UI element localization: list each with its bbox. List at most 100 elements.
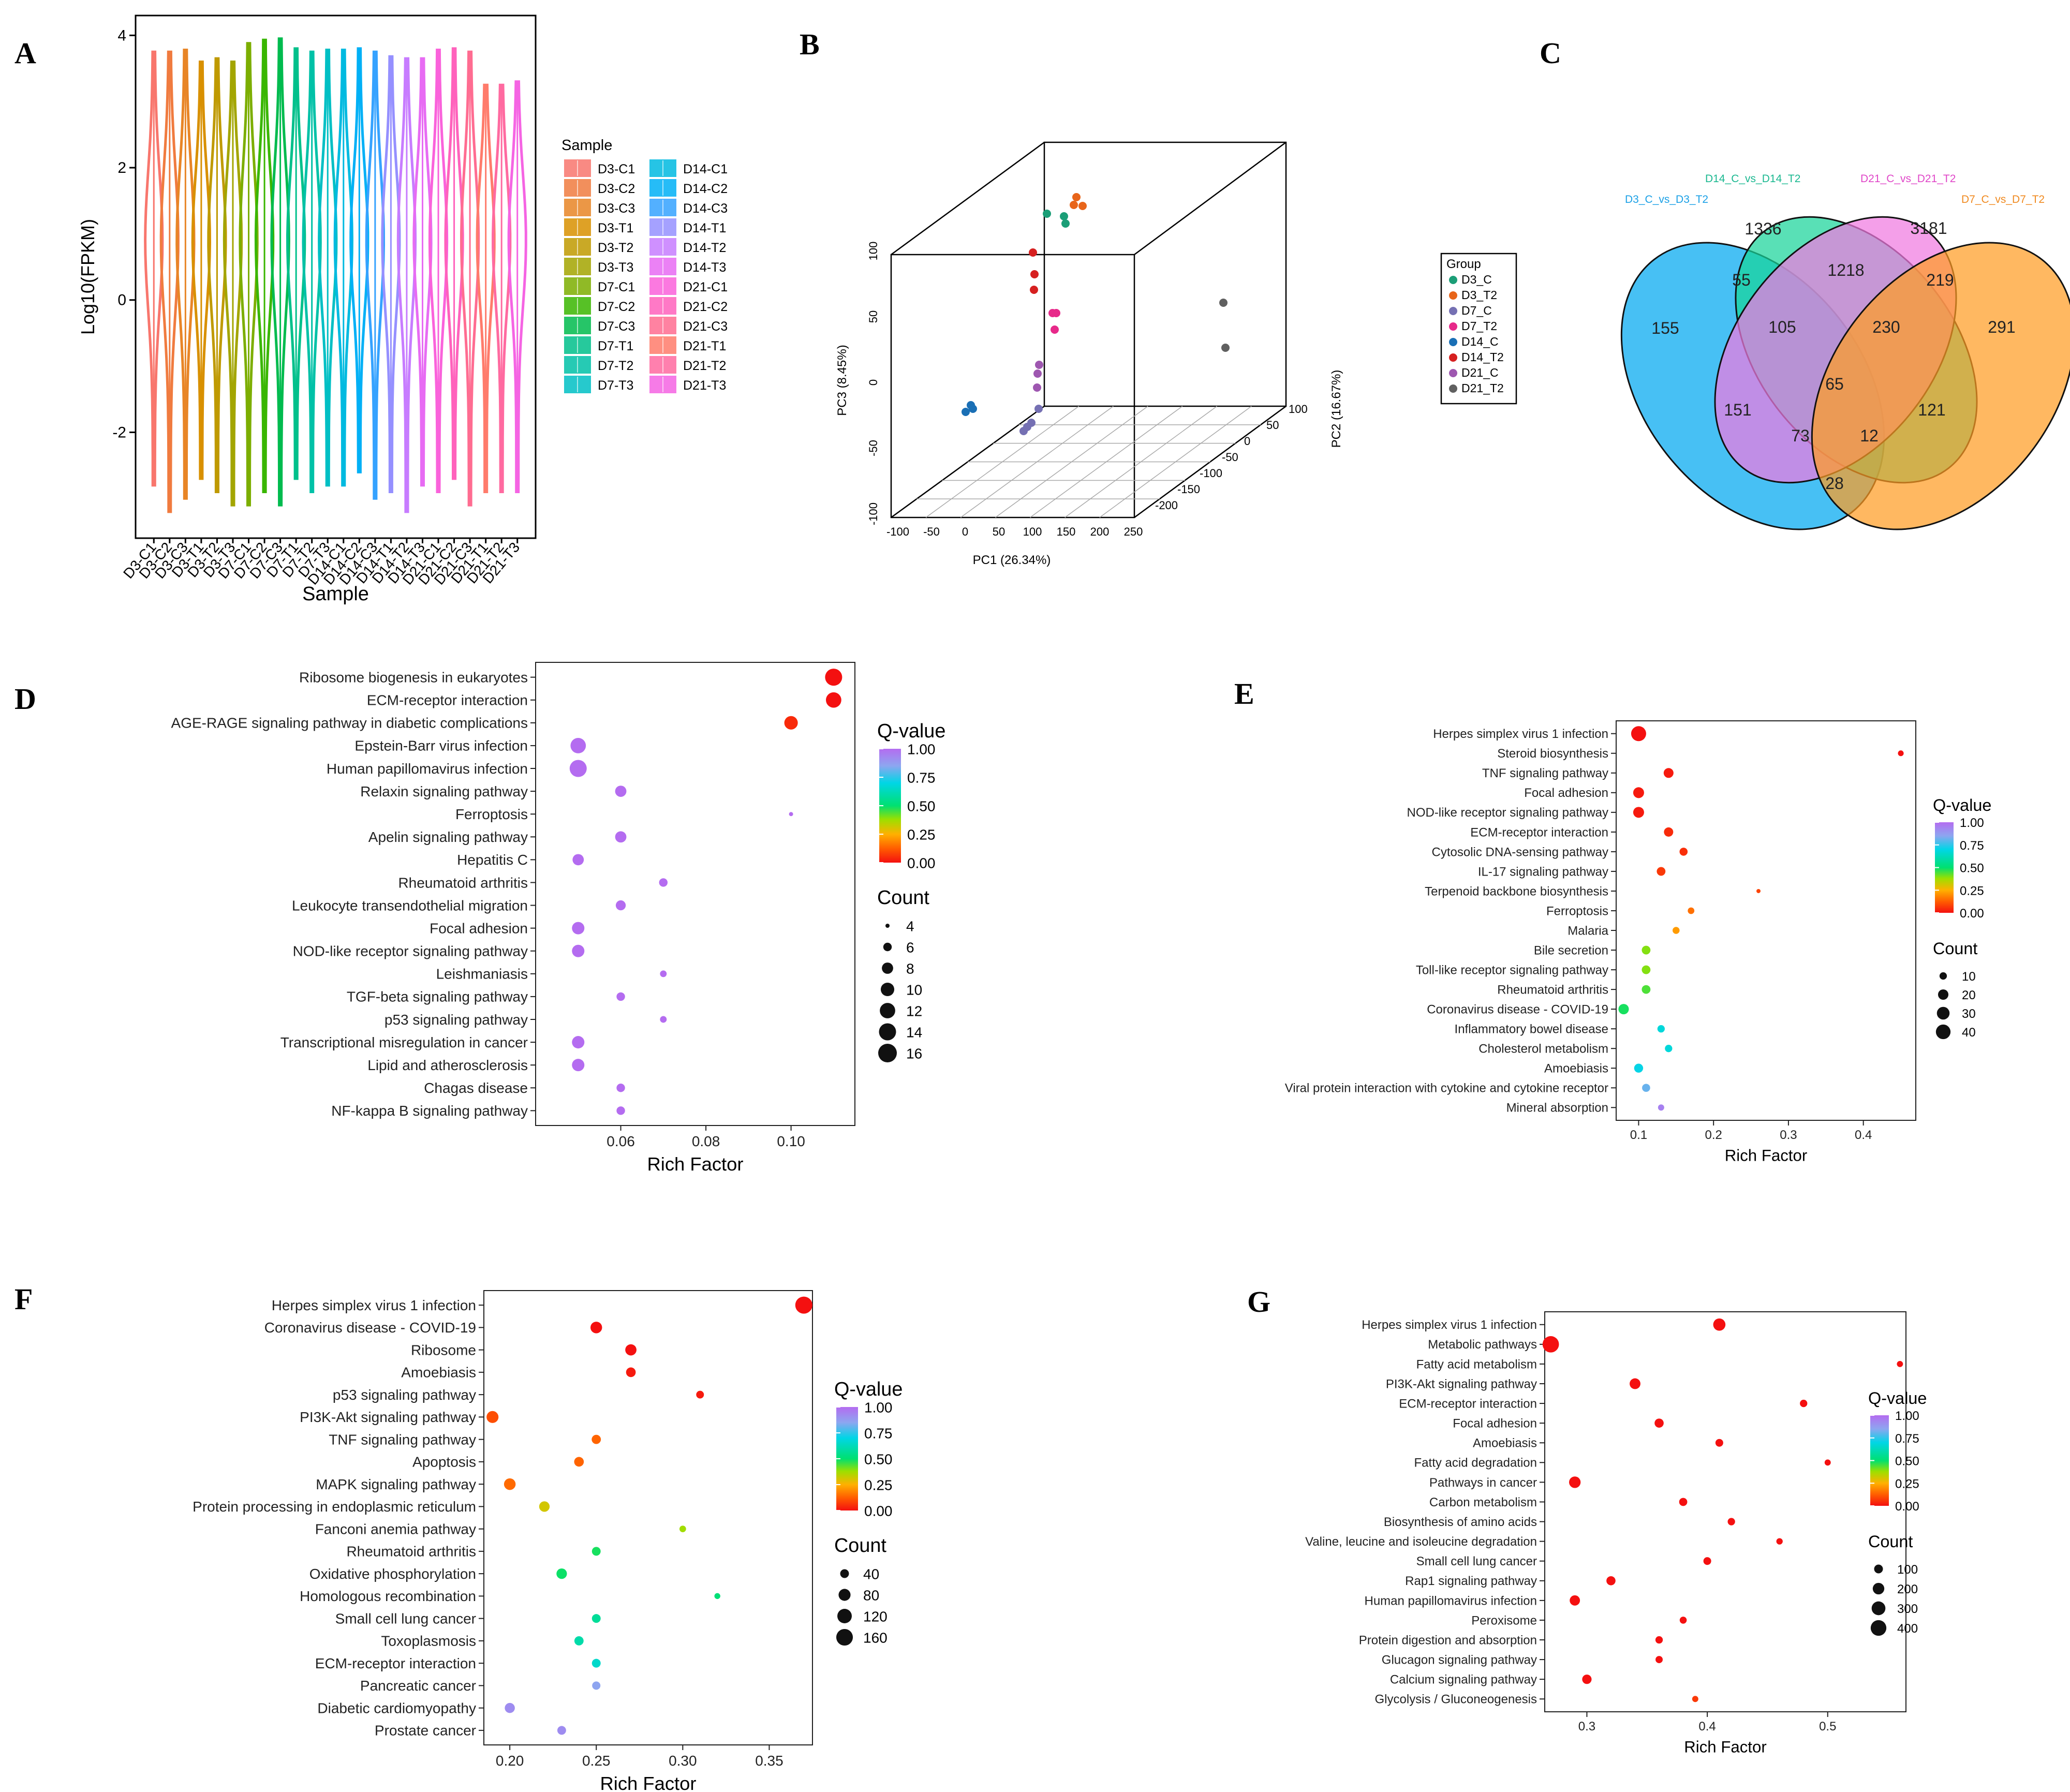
panel-e-colorbar-label: 0.25 [1960,884,1984,898]
panel-d-bubble [569,760,587,777]
panel-b-legend-label: D7_C [1461,304,1492,317]
panel-a-legend-label: D14-T3 [683,260,726,275]
panel-g-bubble [1679,1617,1687,1624]
panel-f-category-label: TNF signaling pathway [329,1431,476,1447]
panel-d-legend-count-dot [879,1023,896,1041]
panel-a-legend-label: D21-C2 [683,300,728,314]
panel-c-venn-count: 219 [1926,271,1954,289]
panel-d-colorbar-label: 0.00 [907,855,936,871]
panel-b-point-d21_t2 [1219,299,1228,307]
panel-b-point-d7_t2 [1051,325,1059,334]
panel-a-legend-label: D21-C3 [683,319,728,334]
panel-d-category-label: Ferroptosis [455,806,528,822]
panel-b-legend-label: D21_T2 [1461,381,1504,395]
panel-b-box-front [890,254,1135,519]
panel-b-ztick-label: 0 [867,379,880,386]
panel-letter-g: G [1247,1285,1270,1319]
panel-d-bubble [572,1059,585,1072]
panel-e-bubble [1898,750,1904,757]
panel-e-legend-count-label: 40 [1962,1026,1976,1040]
panel-g-bubble [1570,1595,1580,1606]
panel-f-category-label: Oxidative phosphorylation [309,1566,476,1582]
panel-f-legend-q-title: Q-value [834,1379,903,1400]
panel-f-legend-count-dot [836,1628,853,1646]
panel-d-bubble [615,900,626,911]
panel-g-category-label: Valine, leucine and isoleucine degradati… [1305,1535,1537,1549]
panel-g-legend-q-title: Q-value [1868,1389,1927,1408]
panel-e-category-label: Coronavirus disease - COVID-19 [1427,1003,1608,1017]
panel-b-legend-dot [1449,291,1457,300]
panel-g-legend-count-label: 300 [1897,1602,1918,1616]
panel-b-ytick-label: 50 [1266,419,1279,432]
panel-g-xtick-label: 0.5 [1819,1720,1836,1734]
panel-f-bubble [696,1390,704,1399]
panel-d-category-label: Relaxin signaling pathway [360,783,528,799]
panel-d-category-label: Hepatitis C [457,852,528,868]
panel-f-legend-count-label: 40 [863,1566,879,1582]
panel-f-legend-count-label: 120 [863,1609,888,1625]
panel-f-category-label: Coronavirus disease - COVID-19 [264,1320,476,1336]
panel-e-category-label: Cholesterol metabolism [1478,1042,1608,1056]
panel-b-box-back [1043,141,1287,407]
panel-b-point-d21_t2 [1221,344,1230,352]
panel-b-xtick-label: 250 [1124,525,1143,538]
panel-a-legend-label: D3-C2 [598,182,635,196]
panel-b-point-d21_c [1035,361,1043,369]
panel-d-bubble [660,970,667,978]
panel-f-bubble [590,1322,602,1334]
panel-d-legend-count-dot [878,1044,897,1062]
panel-d-legend-count-label: 10 [906,982,922,998]
panel-e-bubble [1688,907,1695,914]
panel-g-legend-count-title: Count [1868,1532,1913,1551]
panel-g-legend-count-dot [1874,1564,1883,1574]
panel-f-colorbar-label: 0.00 [864,1503,893,1519]
panel-g-bubble [1655,1656,1663,1664]
panel-d-bubble [572,944,585,957]
panel-letter-c: C [1540,36,1561,70]
panel-g-category-label: Rap1 signaling pathway [1405,1574,1537,1588]
panel-b-legend-dot [1449,384,1457,393]
panel-d-xlabel: Rich Factor [647,1153,743,1175]
panel-e-legend-q-title: Q-value [1933,796,1991,814]
panel-g-bubble-chart: Herpes simplex virus 1 infection Metaboli… [1305,1311,1927,1756]
panel-g-category-label: Carbon metabolism [1429,1495,1537,1509]
panel-c-set-label: D7_C_vs_D7_T2 [1961,194,2045,205]
panel-e-category-label: Ferroptosis [1546,904,1608,918]
panel-e-legend-count-dot [1939,972,1947,980]
panel-f-bubble [795,1296,812,1314]
panel-d-legend-count-label: 12 [906,1003,922,1019]
panel-e-xtick-label: 0.1 [1630,1128,1647,1142]
panel-b-legend-label: D14_T2 [1461,350,1504,364]
panel-a-violin-d21-t3 [507,80,527,493]
panel-e-category-label: ECM-receptor interaction [1470,825,1608,839]
panel-d-bubble [789,812,793,817]
panel-g-bubble [1542,1336,1559,1353]
panel-f-bubble [625,1344,637,1356]
panel-d-bubble [616,1084,625,1092]
panel-a-legend-label: D21-T2 [683,359,726,373]
panel-f-colorbar-label: 0.50 [864,1452,893,1468]
panel-g-colorbar-label: 0.25 [1895,1477,1919,1491]
panel-e-legend-count-dot [1935,1024,1951,1040]
panel-d-legend-count-dot [885,924,890,928]
panel-e-bubble [1756,888,1761,893]
panel-e-legend-count-label: 20 [1962,988,1976,1002]
panel-g-legend-count-label: 100 [1897,1563,1918,1577]
panel-f-category-label: Fanconi anemia pathway [315,1521,476,1537]
panel-a-legend-label: D7-T2 [598,359,633,373]
panel-e-category-label: NOD-like receptor signaling pathway [1407,806,1608,820]
panel-f-xlabel: Rich Factor [600,1773,696,1792]
panel-g-legend-count-dot [1871,1601,1886,1616]
panel-e-bubble [1679,848,1688,856]
panel-g-category-label: ECM-receptor interaction [1399,1397,1537,1411]
panel-e-bubble [1657,867,1666,876]
panel-g-category-label: Protein digestion and absorption [1359,1633,1537,1647]
panel-f-category-label: PI3K-Akt signaling pathway [300,1409,476,1425]
panel-d-colorbar-label: 0.25 [907,827,936,843]
panel-f-legend-count-dot [838,1589,851,1601]
panel-e-xlabel: Rich Factor [1725,1146,1807,1164]
panel-d-category-label: Lipid and atherosclerosis [367,1057,528,1073]
panel-d-xtick-label: 0.10 [777,1133,805,1149]
panel-g-bubble [1569,1476,1581,1488]
panel-e-colorbar-label: 0.50 [1960,862,1984,876]
